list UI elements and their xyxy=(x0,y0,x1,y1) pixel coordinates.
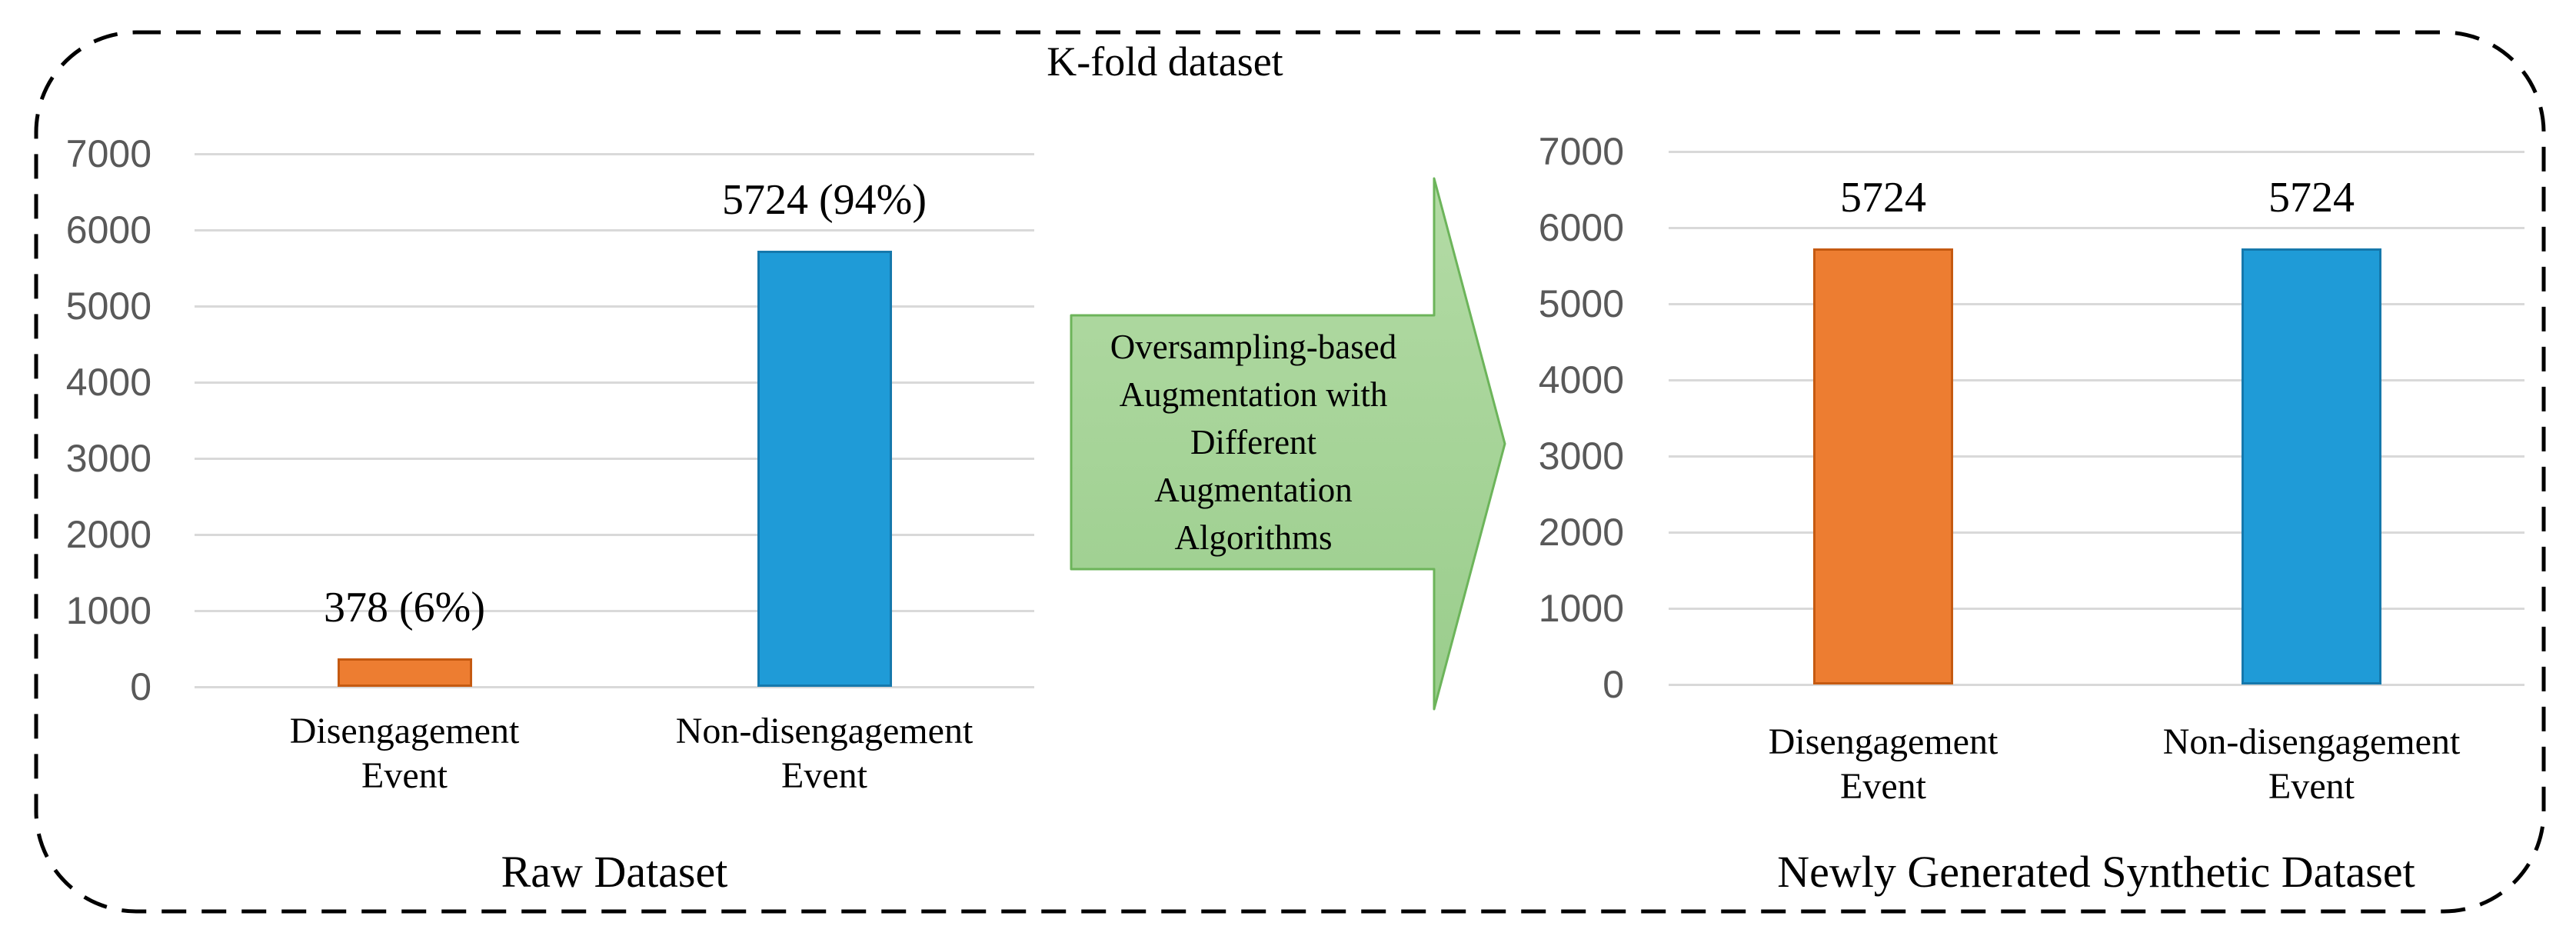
arrow-label-line: Different xyxy=(1190,423,1317,461)
y-tick-label: 0 xyxy=(1603,663,1624,706)
bar-disengagement xyxy=(1813,248,1953,685)
bar-disengagement xyxy=(338,658,472,687)
y-tick-label: 7000 xyxy=(65,132,151,175)
y-tick-label: 4000 xyxy=(65,361,151,404)
y-gridline xyxy=(195,153,1034,155)
y-tick-label: 2000 xyxy=(65,513,151,556)
y-tick-label: 5000 xyxy=(1538,282,1624,325)
y-tick-label: 6000 xyxy=(65,208,151,251)
arrow-label-line: Augmentation with xyxy=(1119,375,1388,414)
arrow-label-line: Algorithms xyxy=(1174,518,1333,557)
y-gridline xyxy=(195,229,1034,232)
right-block-arrow xyxy=(1070,177,1506,711)
bar-value-label: 5724 xyxy=(1840,174,1926,222)
y-tick-label: 3000 xyxy=(1538,435,1624,478)
y-tick-label: 1000 xyxy=(1538,587,1624,630)
y-tick-label: 7000 xyxy=(1538,130,1624,173)
bar-value-label: 5724 (94%) xyxy=(722,176,927,224)
y-gridline xyxy=(195,534,1034,536)
bar-non-disengagement xyxy=(2242,248,2381,685)
dashed-outer-border xyxy=(34,30,2546,914)
y-tick-label: 5000 xyxy=(65,285,151,328)
y-gridline xyxy=(1669,608,2524,610)
arrow-label-line: Oversampling-based xyxy=(1110,328,1397,366)
y-gridline xyxy=(195,686,1034,688)
y-tick-label: 2000 xyxy=(1538,511,1624,554)
y-gridline xyxy=(1669,455,2524,458)
category-label: Non-disengagement Event xyxy=(2162,721,2461,807)
y-gridline xyxy=(1669,227,2524,229)
y-gridline xyxy=(1669,303,2524,305)
bar-value-label: 5724 xyxy=(2268,174,2355,222)
y-gridline xyxy=(195,610,1034,612)
y-gridline xyxy=(195,458,1034,460)
arrow-label: Oversampling-based Augmentation with Dif… xyxy=(1077,323,1430,569)
arrow-label-line: Augmentation xyxy=(1154,471,1353,509)
y-tick-label: 0 xyxy=(130,665,151,708)
category-label: Disengagement Event xyxy=(1768,721,1999,807)
y-gridline xyxy=(1669,151,2524,153)
category-label: Non-disengagement Event xyxy=(675,711,973,796)
y-gridline xyxy=(1669,684,2524,686)
bar-value-label: 378 (6%) xyxy=(324,584,485,631)
y-tick-label: 6000 xyxy=(1538,206,1624,249)
category-label: Disengagement Event xyxy=(289,711,520,796)
y-tick-label: 3000 xyxy=(65,437,151,480)
y-tick-label: 4000 xyxy=(1538,358,1624,401)
figure-title: K-fold dataset xyxy=(1047,38,1283,85)
y-gridline xyxy=(1669,531,2524,534)
y-gridline xyxy=(195,305,1034,308)
chart-caption: Raw Dataset xyxy=(501,847,728,897)
bar-non-disengagement xyxy=(757,251,892,687)
chart-caption: Newly Generated Synthetic Dataset xyxy=(1777,847,2415,897)
y-gridline xyxy=(195,381,1034,384)
y-gridline xyxy=(1669,379,2524,381)
y-tick-label: 1000 xyxy=(65,589,151,632)
